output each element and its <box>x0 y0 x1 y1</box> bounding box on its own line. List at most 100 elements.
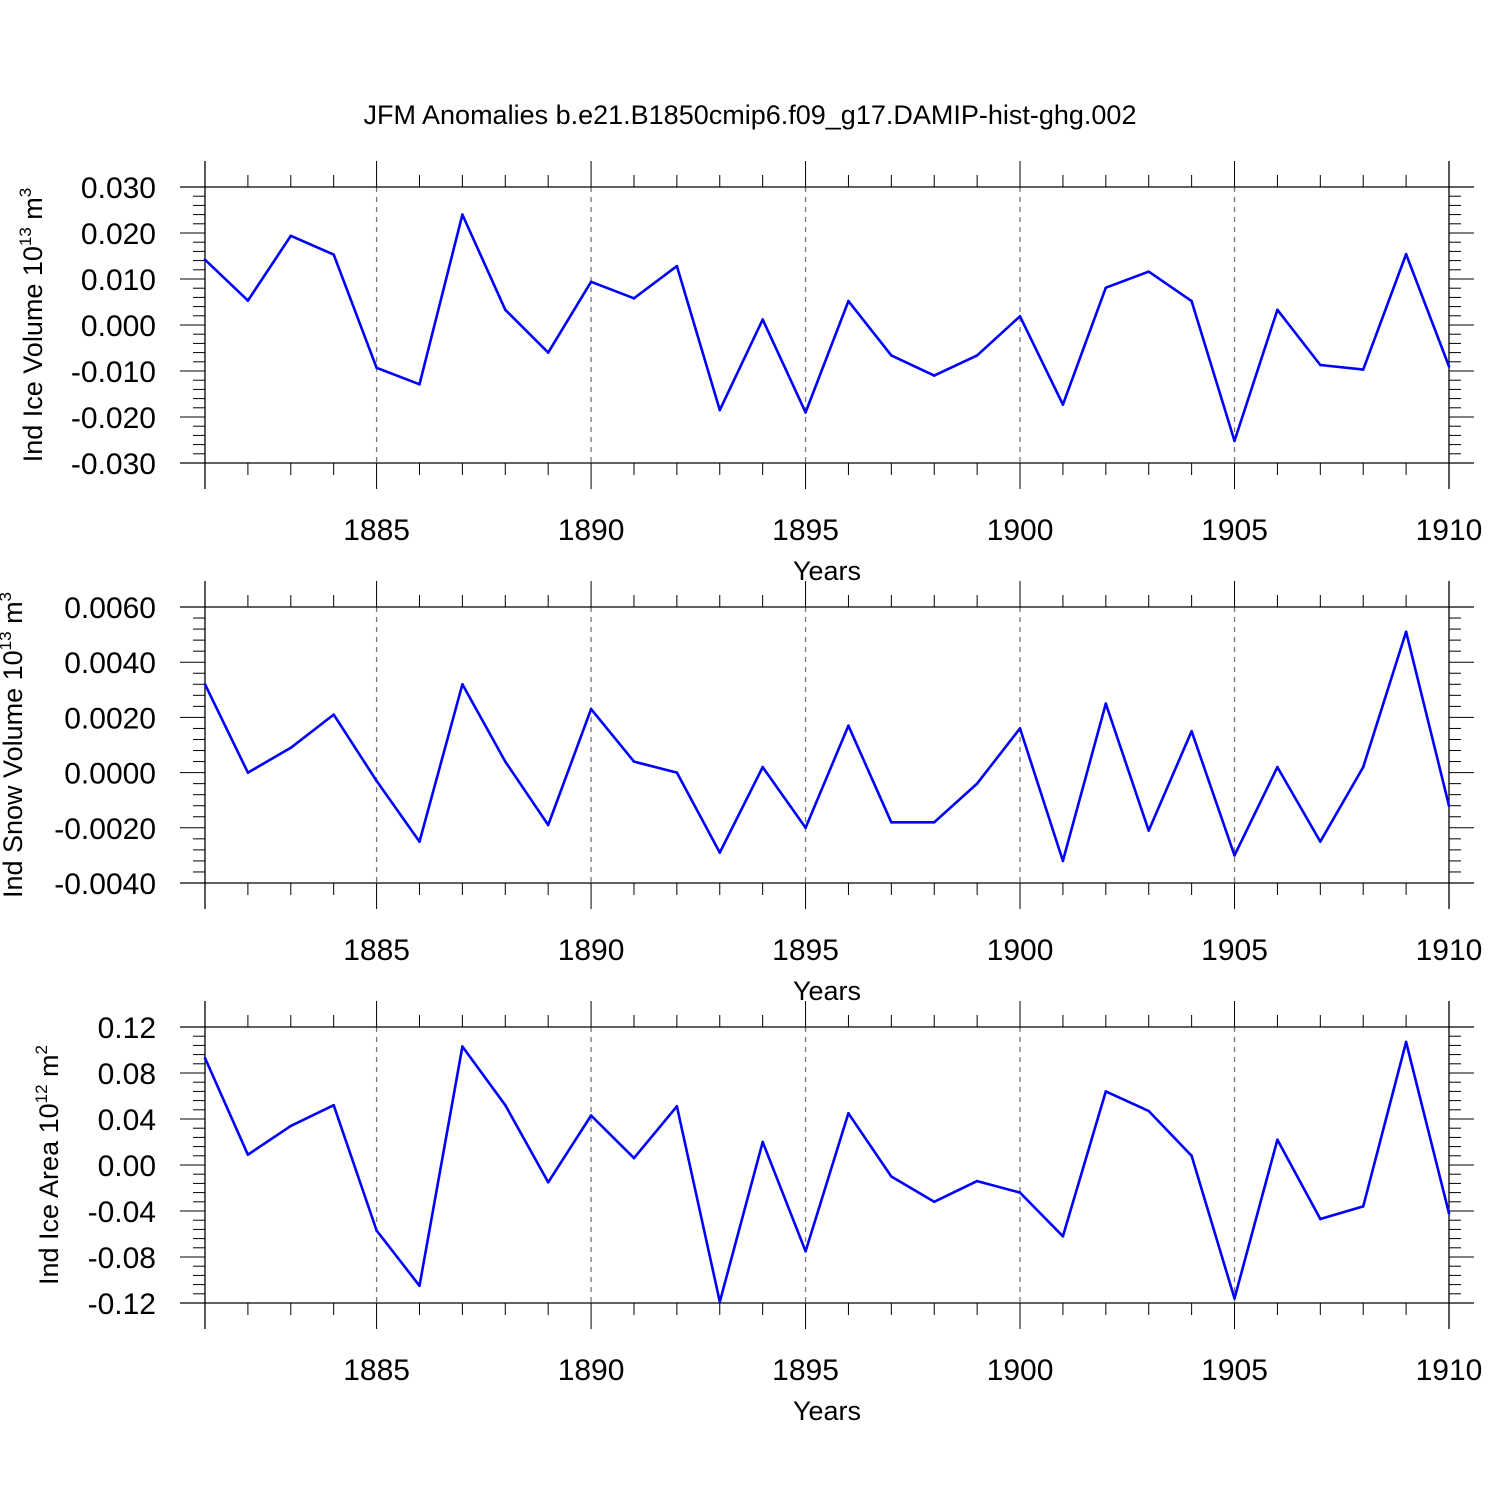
x-tick-label: 1905 <box>1201 1354 1268 1387</box>
data-point <box>203 258 207 261</box>
data-point <box>589 707 593 711</box>
x-tick-label: 1895 <box>772 1354 839 1387</box>
y-tick-label: 0.12 <box>98 1012 156 1045</box>
data-point <box>418 840 421 843</box>
y-tick-label: -0.0040 <box>54 868 156 901</box>
y-axis-title: Ind Ice Area 1012 m2 <box>32 1045 64 1285</box>
data-point <box>1276 1138 1279 1141</box>
data-point <box>1404 252 1408 256</box>
x-tick-label: 1890 <box>558 934 625 967</box>
series-line <box>203 1040 1451 1304</box>
data-point <box>289 746 293 750</box>
y-tick-label: 0.000 <box>81 310 156 343</box>
data-point <box>332 1103 335 1107</box>
data-point <box>761 1140 764 1144</box>
data-point <box>632 760 636 763</box>
data-point <box>589 280 593 284</box>
data-point <box>1104 702 1108 705</box>
data-point <box>289 234 293 238</box>
data-point <box>932 1200 936 1204</box>
data-point <box>1404 630 1408 634</box>
data-point <box>975 1179 979 1183</box>
data-point <box>1018 1191 1022 1194</box>
data-point <box>761 318 764 321</box>
x-tick-label: 1885 <box>343 1354 410 1387</box>
x-axis-title: Years <box>793 556 861 586</box>
data-point <box>1276 308 1279 312</box>
y-tick-label: 0.08 <box>98 1058 156 1091</box>
data-point <box>203 1056 207 1060</box>
data-point <box>461 682 464 686</box>
y-axis-title: Ind Ice Volume 1013 m3 <box>16 188 48 463</box>
x-tick-label: 1910 <box>1416 1354 1483 1387</box>
x-tick-label: 1885 <box>343 514 410 547</box>
data-point <box>675 771 679 774</box>
data-point <box>461 1045 464 1048</box>
data-point <box>503 760 507 763</box>
x-axis-title: Years <box>793 976 861 1006</box>
data-point <box>1361 1205 1365 1208</box>
x-tick-label: 1890 <box>558 514 625 547</box>
data-point <box>375 1229 378 1232</box>
data-point <box>890 820 893 824</box>
y-tick-label: -0.010 <box>71 356 156 389</box>
data-point <box>1447 1212 1451 1215</box>
data-point <box>503 1103 507 1107</box>
data-point <box>932 820 936 824</box>
data-point <box>804 411 807 414</box>
data-point <box>1361 765 1365 769</box>
y-tick-label: -0.08 <box>88 1242 156 1275</box>
data-point <box>1061 859 1065 863</box>
y-tick-label: 0.04 <box>98 1104 156 1137</box>
data-point <box>1190 299 1193 303</box>
data-point <box>718 1300 722 1304</box>
data-point <box>632 1156 636 1160</box>
chart-panels: 1885 1890 1895 1900 1905 1910 -0.030 -0.020 -0.0… <box>0 161 1482 1426</box>
data-point <box>1233 439 1236 443</box>
y-tick-label: -0.0020 <box>54 813 156 846</box>
x-tick-label: 1905 <box>1201 934 1268 967</box>
x-tick-label: 1895 <box>772 934 839 967</box>
data-point <box>718 851 722 854</box>
x-tick-label: 1900 <box>987 514 1054 547</box>
data-point <box>246 299 250 302</box>
data-point <box>675 1105 679 1108</box>
data-point <box>418 1284 421 1288</box>
x-axis-title: Years <box>793 1396 861 1426</box>
data-point <box>932 374 936 377</box>
chart-title: JFM Anomalies b.e21.B1850cmip6.f09_g17.D… <box>364 100 1137 130</box>
data-point <box>246 1153 250 1156</box>
y-tick-label: 0.030 <box>81 172 156 205</box>
series-line <box>204 213 1451 443</box>
data-point <box>1147 829 1151 832</box>
data-point <box>1361 368 1365 371</box>
panel-3: 1885 1890 1895 1900 1905 1910 -0.12 -0.08 -0.04 0… <box>32 1001 1482 1426</box>
data-point <box>761 765 764 769</box>
data-point <box>1104 1090 1108 1093</box>
data-point <box>289 1124 293 1128</box>
x-tick-label: 1895 <box>772 514 839 547</box>
data-point <box>203 682 207 686</box>
data-point <box>847 1111 850 1115</box>
y-tick-label: -0.020 <box>71 402 156 435</box>
data-point <box>375 779 378 783</box>
x-tick-label: 1905 <box>1201 514 1268 547</box>
data-point <box>1147 1109 1151 1113</box>
x-tick-label: 1890 <box>558 1354 625 1387</box>
y-tick-label: -0.04 <box>88 1196 156 1229</box>
y-tick-label: 0.0000 <box>64 758 156 791</box>
y-tick-label: 0.0060 <box>64 592 156 625</box>
data-point <box>890 1175 893 1178</box>
data-point <box>1104 286 1108 290</box>
data-point <box>1061 403 1065 406</box>
data-point <box>1233 854 1236 857</box>
series-line <box>203 630 1451 863</box>
x-tick-label: 1900 <box>987 1354 1054 1387</box>
x-tick-label: 1900 <box>987 934 1054 967</box>
data-point <box>847 724 850 727</box>
data-point <box>632 297 636 300</box>
data-point <box>1190 729 1193 733</box>
y-tick-label: 0.0040 <box>64 647 156 680</box>
data-point <box>375 366 378 370</box>
